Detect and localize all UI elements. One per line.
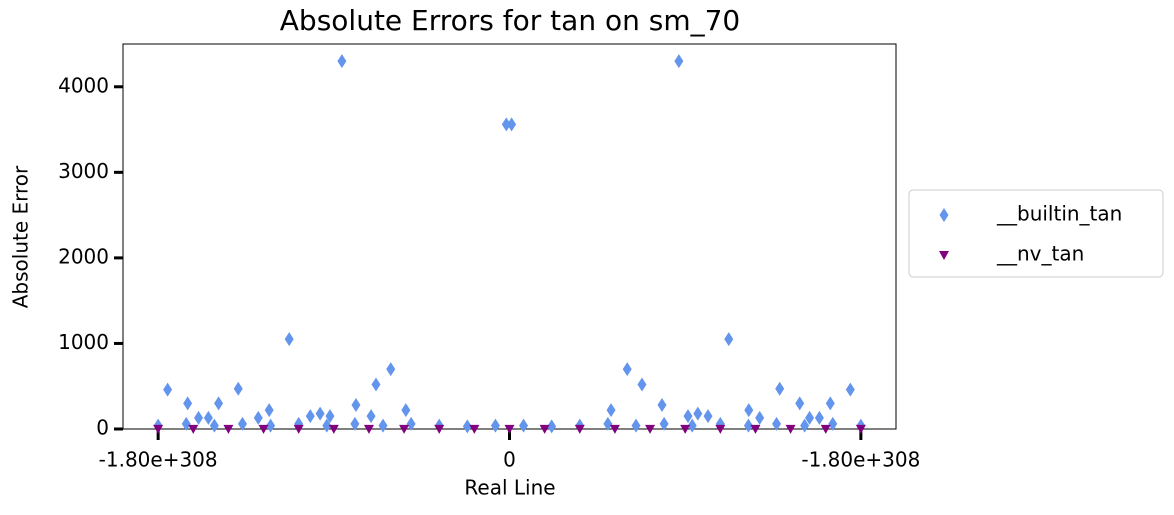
point [351, 398, 361, 413]
point [622, 362, 632, 377]
point [406, 416, 416, 431]
point [703, 409, 713, 424]
point [645, 424, 656, 434]
point [504, 424, 515, 434]
point [501, 117, 511, 132]
point [386, 362, 396, 377]
point [845, 382, 855, 397]
point [507, 117, 517, 132]
x-tick-label: -1.80e+308 [99, 448, 218, 472]
point [284, 332, 294, 347]
point [194, 410, 204, 425]
y-tick-label: 4000 [58, 73, 109, 97]
point [266, 418, 276, 433]
point [490, 418, 500, 433]
point [631, 418, 641, 433]
x-tick-label: -1.80e+308 [801, 448, 920, 472]
legend-marker [939, 208, 949, 222]
point [743, 418, 753, 433]
point [659, 416, 669, 431]
point [637, 377, 647, 392]
point [814, 410, 824, 425]
x-tick-label: 0 [503, 448, 516, 472]
point [755, 410, 765, 425]
point [680, 424, 691, 434]
point [820, 424, 831, 434]
point [315, 406, 325, 421]
point [750, 424, 761, 434]
point [609, 424, 620, 434]
point [724, 332, 734, 347]
point [744, 403, 754, 418]
point [209, 418, 219, 433]
point [233, 381, 243, 396]
y-tick-label: 3000 [58, 159, 109, 183]
point [188, 424, 199, 434]
point [305, 409, 315, 424]
point [153, 424, 164, 434]
point [253, 410, 263, 425]
point [715, 424, 726, 434]
point [401, 403, 411, 418]
point [399, 424, 410, 434]
point [683, 409, 693, 424]
point [693, 406, 703, 421]
point [519, 418, 529, 433]
point [785, 424, 796, 434]
legend-label: __nv_tan [996, 242, 1084, 266]
point [674, 54, 684, 69]
point [163, 382, 173, 397]
point [772, 416, 782, 431]
point [371, 377, 381, 392]
point [214, 396, 224, 411]
point [805, 410, 815, 425]
point [657, 398, 667, 413]
point [203, 410, 213, 425]
legend-box [908, 189, 1164, 278]
point [322, 418, 332, 433]
y-tick-label: 1000 [58, 330, 109, 354]
point [223, 424, 234, 434]
y-tick-label: 2000 [58, 244, 109, 268]
point [828, 416, 838, 431]
point [183, 396, 193, 411]
point [687, 418, 697, 433]
point [350, 416, 360, 431]
point [539, 424, 550, 434]
point [800, 418, 810, 433]
chart-title: Absolute Errors for tan on sm_70 [280, 4, 740, 37]
point [237, 416, 247, 431]
point [328, 424, 339, 434]
point [378, 418, 388, 433]
point [264, 403, 274, 418]
y-axis-label: Absolute Error [9, 165, 33, 308]
point [574, 424, 585, 434]
plot-frame [122, 43, 897, 430]
legend-marker [939, 251, 949, 260]
point [775, 381, 785, 396]
point [825, 396, 835, 411]
point [337, 54, 347, 69]
point [293, 424, 304, 434]
point [855, 424, 866, 434]
point [258, 424, 269, 434]
point [363, 424, 374, 434]
point [325, 409, 335, 424]
point [606, 403, 616, 418]
point [181, 416, 191, 431]
point [434, 424, 445, 434]
point [462, 419, 472, 434]
point [366, 409, 376, 424]
point [469, 424, 480, 434]
point [795, 396, 805, 411]
point [603, 416, 613, 431]
x-axis-label: Real Line [464, 476, 555, 500]
point [547, 419, 557, 434]
y-tick-label: 0 [96, 416, 109, 440]
legend-label: __builtin_tan [996, 202, 1122, 226]
